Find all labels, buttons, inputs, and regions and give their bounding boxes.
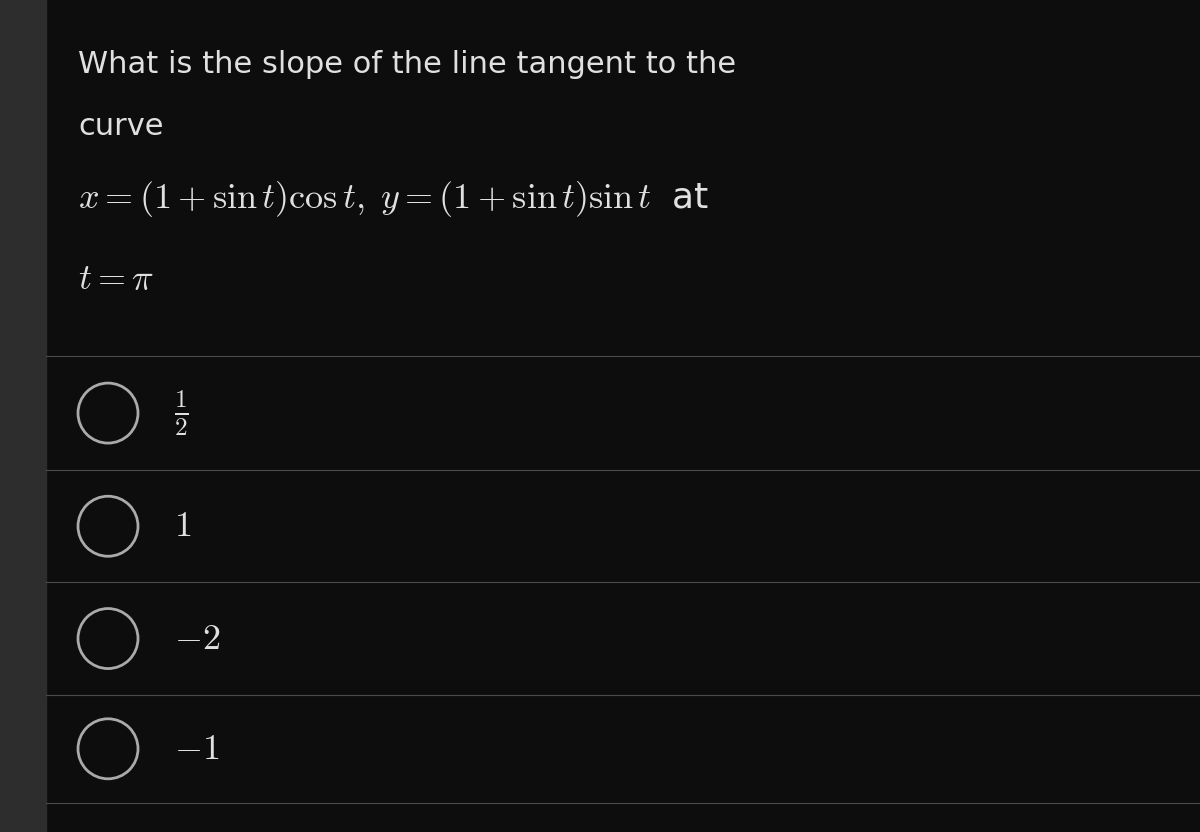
Text: $x = (1 + \sin t)\cos t,\; y = (1 + \sin t)\sin t\;$ at: $x = (1 + \sin t)\cos t,\; y = (1 + \sin… <box>78 179 709 219</box>
Text: $-2$: $-2$ <box>174 622 221 656</box>
Text: $-1$: $-1$ <box>174 732 220 765</box>
Text: $t = \pi$: $t = \pi$ <box>78 262 155 296</box>
Text: $\frac{1}{2}$: $\frac{1}{2}$ <box>174 389 188 438</box>
Text: curve: curve <box>78 112 163 141</box>
Text: What is the slope of the line tangent to the: What is the slope of the line tangent to… <box>78 50 736 79</box>
Text: $1$: $1$ <box>174 509 191 543</box>
Bar <box>0 0 46 832</box>
